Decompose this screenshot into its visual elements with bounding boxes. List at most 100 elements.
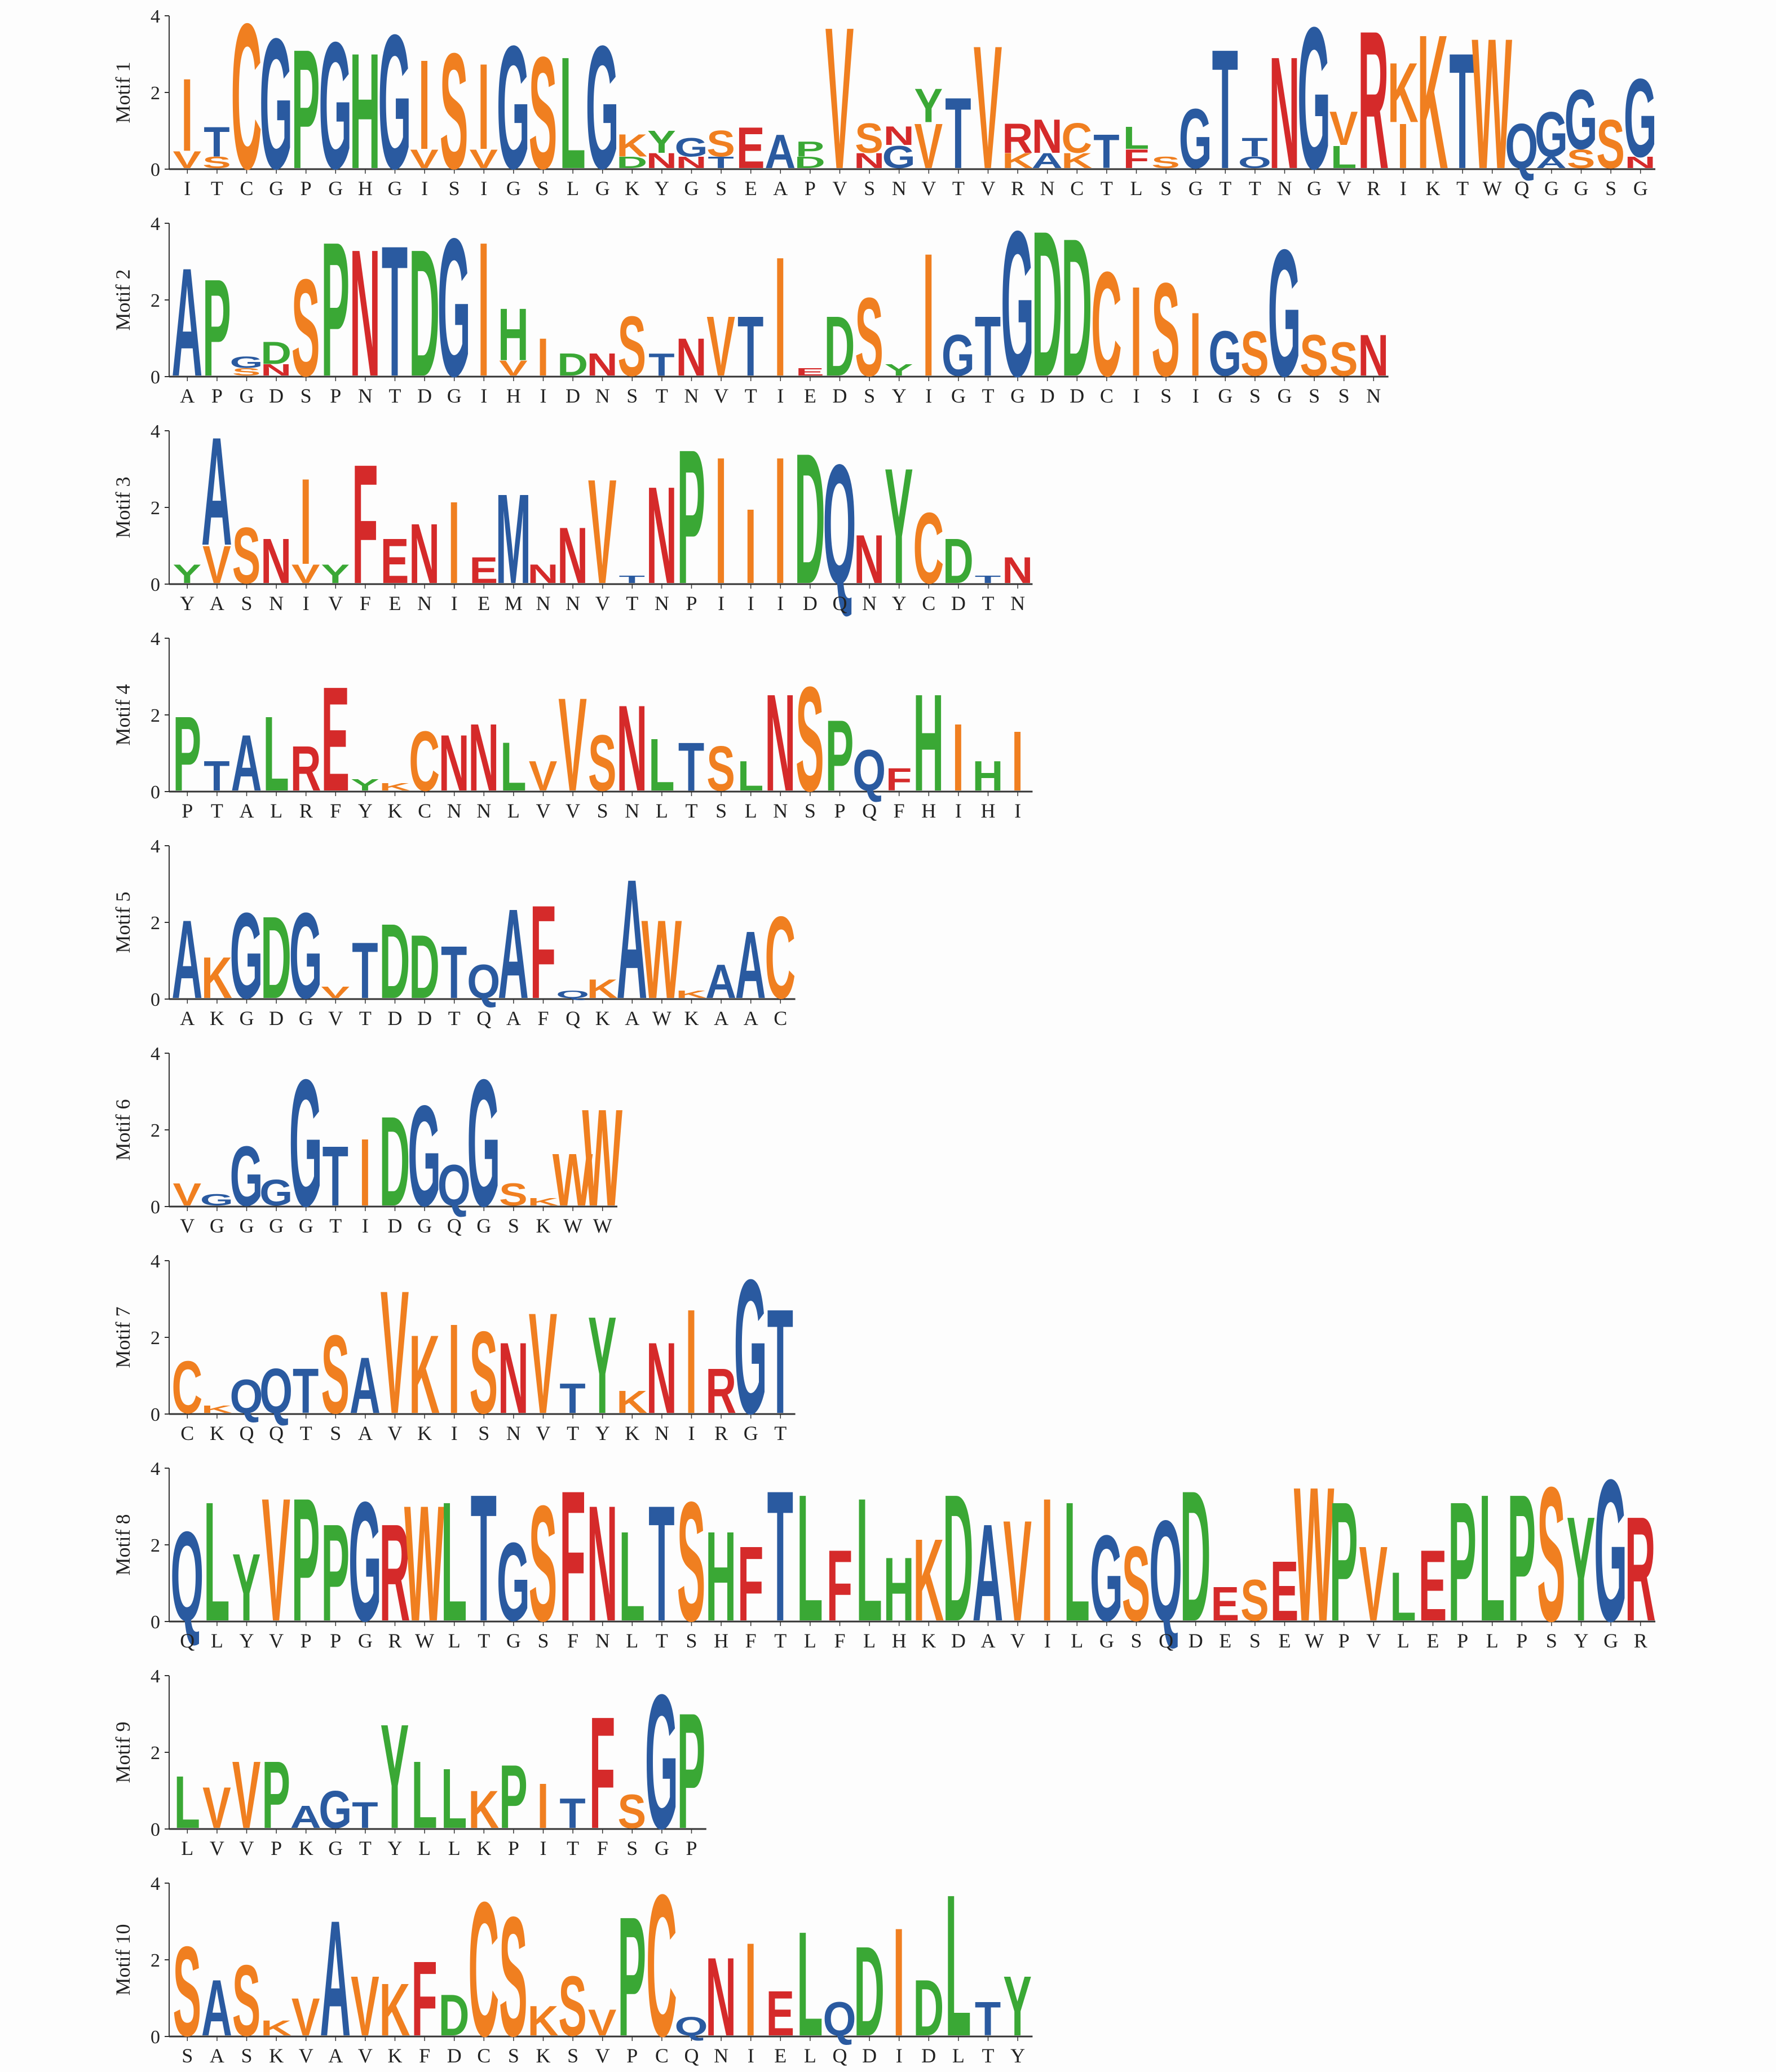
consensus-label: V — [210, 1837, 224, 1859]
logo-letter-G: G — [1001, 188, 1034, 420]
consensus-label: Y — [388, 1837, 403, 1859]
consensus-label: T — [567, 1837, 579, 1859]
logo-letter-V: V — [499, 356, 528, 380]
logo-letter-T: T — [737, 299, 763, 394]
logo-letter-K: K — [913, 1515, 944, 1646]
logo-letter-G: G — [467, 1042, 500, 1244]
logo-letter-Q: Q — [259, 1356, 293, 1427]
logo-letter-H: H — [913, 665, 944, 820]
consensus-label: D — [447, 2044, 462, 2067]
y-tick-label: 0 — [151, 782, 160, 803]
y-tick-label: 2 — [151, 1743, 160, 1764]
logo-letter-L: L — [1390, 1558, 1416, 1635]
logo-letter-I: I — [715, 420, 727, 622]
logo-letter-A: A — [171, 896, 202, 1022]
logo-letter-D: D — [943, 1457, 974, 1659]
consensus-label: G — [1010, 385, 1025, 407]
y-axis-title: Motif 7 — [112, 1306, 134, 1368]
consensus-label: T — [656, 1629, 668, 1652]
logo-letter-K: K — [409, 1311, 440, 1437]
consensus-label: I — [777, 385, 784, 407]
consensus-label: G — [1189, 177, 1203, 200]
logo-letter-I: I — [893, 1896, 905, 2069]
consensus-label: I — [1133, 385, 1140, 407]
consensus-label: R — [299, 799, 313, 822]
logo-letter-A: A — [735, 911, 766, 1018]
logo-letter-S: S — [1122, 1524, 1151, 1643]
consensus-label: T — [211, 177, 223, 200]
consensus-label: A — [714, 1007, 728, 1030]
consensus-label: T — [686, 799, 698, 822]
consensus-label: T — [448, 1007, 461, 1030]
consensus-label: F — [834, 1629, 845, 1652]
logo-letter-K: K — [1388, 46, 1419, 140]
logo-letter-L: L — [204, 1466, 229, 1656]
logo-letter-T: T — [322, 1129, 348, 1224]
y-tick-label: 0 — [151, 1197, 160, 1218]
logo-letter-G: G — [378, 0, 411, 209]
logo-letter-I: I — [1130, 260, 1142, 403]
consensus-label: A — [210, 2044, 224, 2067]
consensus-label: T — [982, 385, 995, 407]
logo-letter-G: G — [229, 1129, 263, 1224]
logo-letter-I: I — [537, 328, 549, 387]
consensus-label: T — [656, 385, 668, 407]
logo-letter-D: D — [794, 154, 825, 172]
consensus-label: H — [921, 799, 936, 822]
logo-letter-I: I — [745, 1915, 757, 2064]
consensus-label: I — [540, 1837, 547, 1859]
logo-letter-E: E — [766, 1978, 794, 2049]
consensus-label: N — [625, 799, 639, 822]
consensus-label: F — [894, 799, 905, 822]
consensus-label: G — [269, 1214, 284, 1237]
logo-letter-N: N — [676, 328, 707, 387]
logo-letter-I: I — [300, 454, 312, 590]
logo-letter-F: F — [827, 1529, 852, 1642]
y-tick-label: 0 — [151, 2027, 160, 2048]
consensus-label: G — [299, 1214, 313, 1237]
logo-letter-H: H — [973, 752, 1004, 800]
logo-letter-L: L — [263, 694, 289, 813]
logo-letter-G: G — [229, 354, 263, 372]
logo-letter-G: G — [200, 1191, 233, 1209]
consensus-label: K — [625, 1422, 639, 1444]
y-tick-label: 2 — [151, 498, 160, 519]
consensus-label: L — [448, 1837, 461, 1859]
consensus-label: L — [1397, 1629, 1410, 1652]
consensus-label: I — [896, 2044, 903, 2067]
consensus-label: E — [1427, 1629, 1439, 1652]
y-tick-label: 4 — [151, 6, 160, 27]
consensus-label: I — [955, 799, 962, 822]
consensus-label: T — [478, 1629, 490, 1652]
consensus-label: F — [745, 1629, 757, 1652]
logo-letter-L: L — [856, 1463, 882, 1659]
y-tick-label: 2 — [151, 1328, 160, 1349]
consensus-label: Q — [1514, 177, 1529, 200]
logo-letter-G: G — [497, 10, 530, 206]
logo-letter-L: L — [797, 1457, 823, 1659]
consensus-label: E — [745, 177, 757, 200]
logo-letter-S: S — [202, 154, 231, 172]
logo-letter-A: A — [171, 236, 202, 409]
logo-letter-A: A — [290, 1799, 321, 1835]
logo-letter-T: T — [471, 1457, 497, 1659]
logo-letter-R: R — [1358, 0, 1389, 210]
logo-letter-L: L — [411, 1741, 437, 1848]
logo-letter-T: T — [648, 1472, 674, 1656]
consensus-label: Q — [833, 592, 847, 615]
logo-letter-F: F — [589, 1683, 615, 1862]
logo-letter-T: T — [1242, 133, 1267, 162]
consensus-label: W — [1305, 1629, 1324, 1652]
logo-letter-F: F — [559, 1452, 585, 1660]
logo-letter-G: G — [645, 1655, 678, 1870]
consensus-label: E — [804, 385, 816, 407]
logo-letter-N: N — [1358, 323, 1389, 388]
consensus-label: K — [388, 799, 403, 822]
y-tick-label: 2 — [151, 913, 160, 934]
logo-letter-A: A — [201, 1964, 232, 2053]
logo-letter-G: G — [882, 139, 916, 175]
consensus-label: Q — [833, 2044, 847, 2067]
consensus-label: G — [358, 1629, 373, 1652]
logo-letter-I: I — [1397, 111, 1409, 182]
